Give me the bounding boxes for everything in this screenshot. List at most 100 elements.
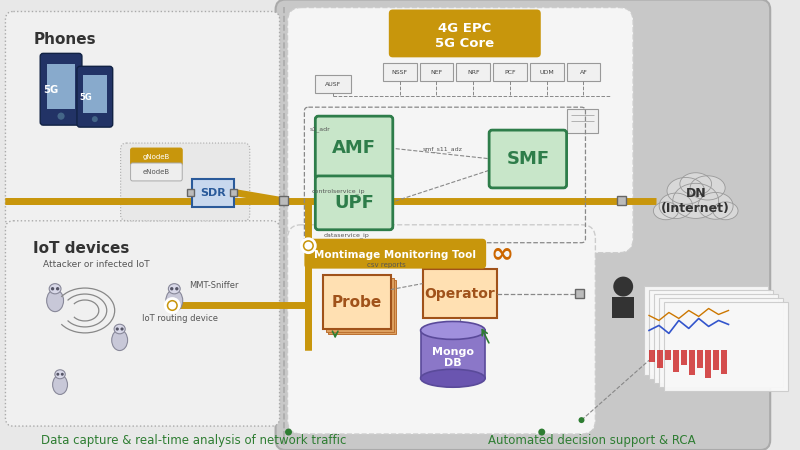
Circle shape [166, 298, 179, 312]
Circle shape [56, 287, 59, 290]
Bar [46, 63, 75, 109]
Bar [644, 286, 768, 375]
Bar [612, 297, 634, 319]
Text: IoT routing device: IoT routing device [142, 314, 218, 323]
Text: gNodeB: gNodeB [142, 154, 170, 160]
Ellipse shape [46, 290, 63, 312]
Text: Operator: Operator [425, 287, 495, 301]
Text: AUSF: AUSF [325, 82, 342, 87]
FancyBboxPatch shape [6, 12, 279, 227]
Text: MMT-Sniffer: MMT-Sniffer [189, 281, 238, 290]
Text: AMF: AMF [332, 139, 376, 157]
Bar [566, 63, 600, 81]
Text: SMF: SMF [506, 150, 550, 168]
FancyBboxPatch shape [6, 221, 279, 426]
Text: IoT devices: IoT devices [34, 241, 130, 256]
Bar [230, 189, 238, 196]
Bar [664, 302, 788, 391]
Bar [659, 297, 783, 387]
Ellipse shape [680, 173, 711, 195]
Text: controlservice_ip: controlservice_ip [311, 188, 365, 194]
Bar [705, 351, 710, 378]
Circle shape [304, 242, 312, 250]
Text: Phones: Phones [34, 32, 96, 47]
Bar [422, 269, 497, 319]
Bar [315, 75, 351, 93]
Text: SDR: SDR [200, 188, 226, 198]
Text: Automated decision support & RCA: Automated decision support & RCA [488, 433, 695, 446]
Bar [681, 351, 686, 365]
Text: NRF: NRF [467, 70, 479, 75]
FancyBboxPatch shape [121, 143, 250, 221]
Bar [279, 196, 288, 205]
Text: smf_s11_adz: smf_s11_adz [422, 146, 462, 152]
Ellipse shape [673, 183, 718, 218]
Bar [456, 63, 490, 81]
Bar [657, 351, 663, 368]
Bar [713, 351, 718, 370]
Bar [575, 289, 584, 298]
Bar [328, 279, 396, 334]
Text: NSSF: NSSF [392, 70, 408, 75]
Ellipse shape [421, 321, 485, 339]
Ellipse shape [55, 370, 66, 379]
Text: Data capture & real-time analysis of network traffic: Data capture & real-time analysis of net… [42, 433, 347, 446]
Text: 5G: 5G [79, 93, 92, 102]
Text: csv reports: csv reports [367, 261, 406, 268]
Ellipse shape [112, 330, 128, 351]
Bar [326, 278, 394, 333]
FancyBboxPatch shape [77, 66, 113, 127]
Bar [566, 109, 598, 133]
Bar [83, 75, 106, 113]
Circle shape [121, 328, 124, 331]
Circle shape [614, 277, 633, 297]
FancyBboxPatch shape [130, 163, 182, 181]
Ellipse shape [53, 375, 67, 395]
Text: DN
(Internet): DN (Internet) [662, 187, 730, 215]
Text: eNodeB: eNodeB [143, 169, 170, 175]
Text: UDM: UDM [539, 70, 554, 75]
Circle shape [168, 302, 176, 310]
Circle shape [56, 373, 59, 376]
Text: ∞: ∞ [490, 238, 514, 267]
Bar [721, 351, 726, 374]
Bar [649, 289, 773, 379]
Text: Probe: Probe [332, 294, 382, 310]
Circle shape [92, 116, 98, 122]
Circle shape [58, 112, 65, 120]
Bar [689, 351, 694, 375]
Circle shape [170, 287, 174, 290]
Text: PCF: PCF [504, 70, 516, 75]
Ellipse shape [49, 284, 61, 294]
Circle shape [302, 239, 315, 253]
FancyBboxPatch shape [275, 0, 770, 450]
Text: UPF: UPF [334, 194, 374, 212]
Bar [493, 63, 527, 81]
FancyBboxPatch shape [315, 176, 393, 230]
Ellipse shape [166, 290, 182, 312]
Ellipse shape [698, 193, 733, 219]
Bar [617, 196, 626, 205]
Circle shape [116, 328, 119, 331]
Text: Montimage Monitoring Tool: Montimage Monitoring Tool [314, 250, 476, 260]
Text: s1_adr: s1_adr [310, 126, 330, 132]
Bar [420, 63, 454, 81]
Ellipse shape [654, 202, 678, 220]
Text: Attacker or infected IoT: Attacker or infected IoT [43, 260, 150, 269]
Bar [530, 63, 564, 81]
Text: dataservice_ip: dataservice_ip [323, 232, 369, 238]
Bar [654, 293, 778, 383]
Ellipse shape [667, 177, 705, 204]
Bar [186, 189, 194, 196]
Text: 4G EPC
5G Core: 4G EPC 5G Core [434, 22, 494, 50]
Ellipse shape [690, 176, 725, 200]
Bar [192, 179, 234, 207]
Circle shape [538, 428, 546, 436]
Bar [697, 351, 702, 368]
Bar [421, 330, 485, 378]
Circle shape [578, 417, 585, 423]
Bar [323, 274, 391, 329]
Ellipse shape [168, 284, 180, 294]
FancyBboxPatch shape [315, 116, 393, 180]
Circle shape [51, 287, 54, 290]
